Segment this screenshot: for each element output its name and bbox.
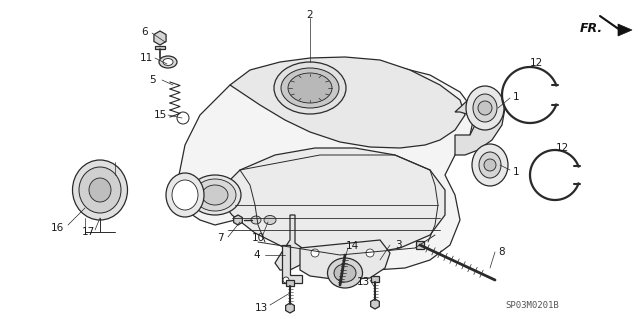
Polygon shape bbox=[286, 280, 294, 286]
Ellipse shape bbox=[264, 216, 276, 225]
Polygon shape bbox=[282, 245, 302, 283]
Ellipse shape bbox=[334, 264, 356, 282]
Text: 15: 15 bbox=[154, 110, 166, 120]
Text: 11: 11 bbox=[140, 53, 152, 63]
Text: 12: 12 bbox=[556, 143, 568, 153]
Ellipse shape bbox=[89, 178, 111, 202]
Polygon shape bbox=[416, 241, 424, 249]
Polygon shape bbox=[154, 31, 166, 45]
Ellipse shape bbox=[274, 62, 346, 114]
Ellipse shape bbox=[251, 216, 261, 224]
Circle shape bbox=[478, 101, 492, 115]
Ellipse shape bbox=[72, 160, 127, 220]
Text: 13: 13 bbox=[356, 277, 370, 287]
Polygon shape bbox=[371, 299, 380, 309]
Polygon shape bbox=[371, 276, 379, 282]
Ellipse shape bbox=[473, 94, 497, 122]
Ellipse shape bbox=[79, 167, 121, 213]
Ellipse shape bbox=[466, 86, 504, 130]
Ellipse shape bbox=[166, 173, 204, 217]
Text: 5: 5 bbox=[150, 75, 156, 85]
Text: 3: 3 bbox=[395, 240, 401, 250]
Polygon shape bbox=[618, 24, 632, 36]
Circle shape bbox=[484, 159, 496, 171]
Polygon shape bbox=[234, 215, 243, 225]
Polygon shape bbox=[155, 46, 165, 49]
Text: 13: 13 bbox=[254, 303, 268, 313]
Ellipse shape bbox=[472, 144, 508, 186]
Circle shape bbox=[366, 249, 374, 257]
Polygon shape bbox=[275, 215, 370, 270]
Text: 1: 1 bbox=[513, 167, 519, 177]
Ellipse shape bbox=[172, 180, 198, 210]
Polygon shape bbox=[455, 95, 505, 155]
Polygon shape bbox=[220, 148, 445, 256]
Ellipse shape bbox=[163, 58, 173, 65]
Ellipse shape bbox=[328, 258, 362, 288]
Polygon shape bbox=[230, 57, 465, 148]
Circle shape bbox=[283, 277, 289, 283]
Ellipse shape bbox=[159, 56, 177, 68]
Polygon shape bbox=[300, 240, 390, 280]
Ellipse shape bbox=[202, 185, 228, 205]
Text: 6: 6 bbox=[141, 27, 148, 37]
Ellipse shape bbox=[281, 68, 339, 108]
Text: 8: 8 bbox=[499, 247, 506, 257]
Text: 17: 17 bbox=[81, 227, 95, 237]
Circle shape bbox=[311, 249, 319, 257]
Text: 4: 4 bbox=[253, 250, 260, 260]
Text: 1: 1 bbox=[513, 92, 519, 102]
Ellipse shape bbox=[288, 73, 332, 103]
Text: SP03M0201B: SP03M0201B bbox=[505, 300, 559, 309]
Text: 7: 7 bbox=[217, 233, 223, 243]
Text: 2: 2 bbox=[307, 10, 314, 20]
Text: 14: 14 bbox=[346, 241, 358, 251]
Text: FR.: FR. bbox=[580, 21, 603, 34]
Ellipse shape bbox=[194, 179, 236, 211]
Ellipse shape bbox=[479, 152, 501, 178]
Text: 12: 12 bbox=[529, 58, 543, 68]
Polygon shape bbox=[285, 303, 294, 313]
Polygon shape bbox=[340, 253, 350, 259]
Text: 16: 16 bbox=[51, 223, 63, 233]
Polygon shape bbox=[175, 60, 475, 270]
Ellipse shape bbox=[189, 175, 241, 215]
Text: 10: 10 bbox=[252, 233, 264, 243]
